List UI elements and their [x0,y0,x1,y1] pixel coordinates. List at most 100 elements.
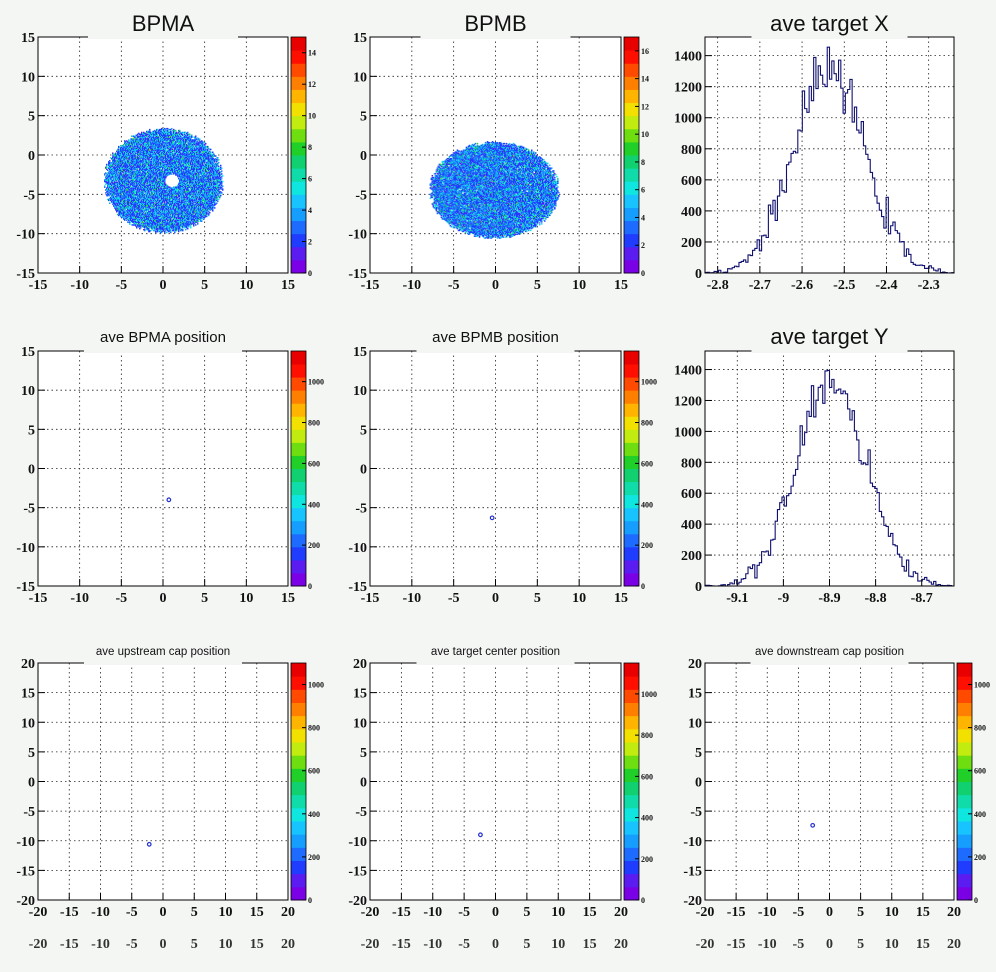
heatmap-cell [164,150,166,153]
heatmap-cell [112,201,114,204]
heatmap-cell [137,158,139,160]
heatmap-cell [130,158,132,160]
heatmap-cell [161,171,163,173]
heatmap-cell [144,212,146,215]
heatmap-cell [108,189,110,191]
heatmap-cell [141,149,143,152]
heatmap-cell [119,152,121,154]
heatmap-cell [126,143,128,146]
heatmap-cell [142,196,144,199]
heatmap-cell [160,169,162,171]
heatmap-cell [156,195,158,198]
heatmap-cell [119,151,121,153]
heatmap-cell [149,204,151,206]
heatmap-cell [167,154,169,156]
heatmap-cell [155,214,157,217]
heatmap-cell [128,149,130,152]
heatmap-cell [155,181,157,184]
heatmap-cell [130,161,132,164]
heatmap-cell [125,194,127,197]
heatmap-cell [137,164,139,167]
heatmap-cell [170,192,172,194]
heatmap-cell [113,195,115,198]
heatmap-cell [153,207,155,209]
heatmap-cell [105,181,107,184]
heatmap-cell [147,228,149,231]
heatmap-cell [153,213,155,216]
heatmap-cell [136,150,138,153]
heatmap-cell [124,146,126,149]
heatmap-cell [148,145,150,148]
heatmap-cell [161,211,163,213]
heatmap-cell [141,199,143,202]
heatmap-cell [131,181,133,184]
heatmap-cell [150,170,152,172]
heatmap-cell [155,178,157,181]
heatmap-cell [133,143,135,145]
heatmap-cell [129,198,131,201]
heatmap-cell [148,167,150,170]
heatmap-cell [140,180,142,183]
heatmap-cell [155,163,157,166]
heatmap-cell [149,161,151,164]
heatmap-cell [125,164,127,167]
heatmap-cell [165,218,167,221]
heatmap-cell [144,167,146,170]
heatmap-cell [132,150,134,153]
heatmap-cell [149,168,151,170]
heatmap-cell [142,156,144,158]
heatmap-cell [127,212,129,215]
heatmap-cell [123,206,125,208]
heatmap-cell [163,158,165,160]
heatmap-cell [160,181,162,184]
heatmap-cell [140,169,142,171]
heatmap-cell [142,135,144,137]
heatmap-cell [111,191,113,193]
heatmap-cell [127,158,129,160]
heatmap-cell [124,166,126,169]
heatmap-cell [164,192,166,194]
heatmap-cell [122,176,124,178]
heatmap-cell [137,165,139,168]
heatmap-cell [116,169,118,171]
heatmap-cell [142,218,144,221]
heatmap-cell [127,151,129,153]
heatmap-cell [106,163,108,166]
heatmap-cell [121,185,123,187]
heatmap-cell [168,148,170,151]
heatmap-cell [132,201,134,204]
heatmap-cell [163,131,165,134]
heatmap-cell [158,199,160,202]
heatmap-cell [122,152,124,154]
heatmap-cell [128,154,130,156]
heatmap-cell [145,156,147,158]
heatmap-cell [159,220,161,222]
heatmap-cell [142,203,144,205]
heatmap-cell [134,204,136,206]
heatmap-cell [129,142,131,144]
heatmap-cell [170,209,172,211]
heatmap-cell [148,228,150,231]
heatmap-cell [143,178,145,181]
heatmap-cell [151,213,153,216]
heatmap-cell [162,165,164,168]
heatmap-cell [166,151,168,153]
heatmap-cell [169,168,171,170]
heatmap-cell [145,149,147,152]
heatmap-cell [162,166,164,169]
heatmap-cell [135,174,137,176]
heatmap-cell [141,205,143,207]
heatmap-cell [115,188,117,190]
heatmap-cell [165,131,167,134]
heatmap-cell [156,170,158,172]
heatmap-cell [151,211,153,213]
heatmap-cell [164,208,166,210]
heatmap-cell [128,158,130,160]
heatmap-cell [128,195,130,198]
heatmap-cell [169,141,171,143]
heatmap-cell [164,191,166,193]
heatmap-cell [114,170,116,172]
heatmap-cell [164,194,166,197]
heatmap-cell [152,131,154,134]
heatmap-cell [157,182,159,185]
